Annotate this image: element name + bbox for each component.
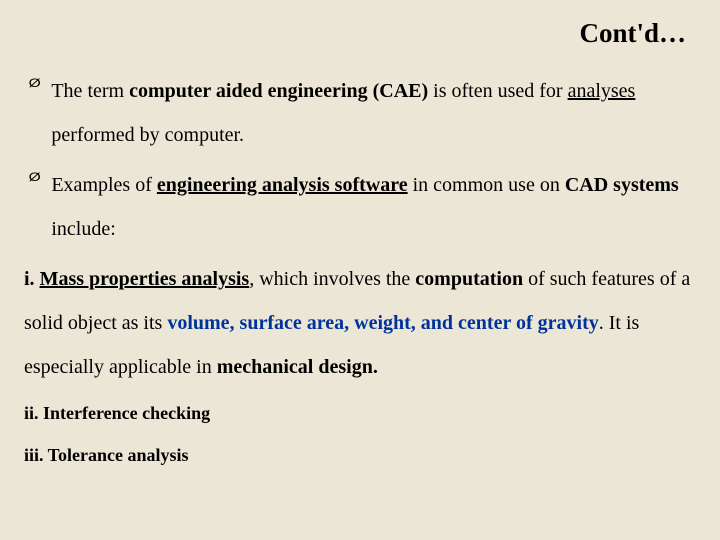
t: analyses <box>568 80 636 102</box>
t: computation <box>415 268 523 290</box>
t: is often used for <box>428 80 567 102</box>
t: Examples of <box>51 174 157 196</box>
item-1: i. Mass properties analysis, which invol… <box>24 257 696 389</box>
chevron-icon: Ø <box>29 163 41 191</box>
chevron-icon: Ø <box>29 69 41 97</box>
t: engineering analysis software <box>157 174 408 196</box>
t: Mass properties analysis <box>40 268 250 290</box>
t: in common use on <box>408 174 565 196</box>
t: The term <box>51 80 129 102</box>
highlight-blue: volume, surface area, weight, and center… <box>167 312 598 334</box>
bullet-1-text: The term computer aided engineering (CAE… <box>51 69 696 157</box>
t: i. <box>24 268 40 290</box>
t: CAD systems <box>565 174 679 196</box>
slide-title: Cont'd… <box>24 18 686 49</box>
bullet-2-text: Examples of engineering analysis softwar… <box>51 163 696 251</box>
t: performed by computer. <box>51 124 244 146</box>
t: , which involves the <box>249 268 415 290</box>
t: include: <box>51 218 115 240</box>
item-2: ii. Interference checking <box>24 395 696 431</box>
bullet-1: Ø The term computer aided engineering (C… <box>24 69 696 157</box>
t: computer aided engineering (CAE) <box>129 80 428 102</box>
t: mechanical design. <box>217 356 378 378</box>
bullet-2: Ø Examples of engineering analysis softw… <box>24 163 696 251</box>
item-3: iii. Tolerance analysis <box>24 437 696 473</box>
